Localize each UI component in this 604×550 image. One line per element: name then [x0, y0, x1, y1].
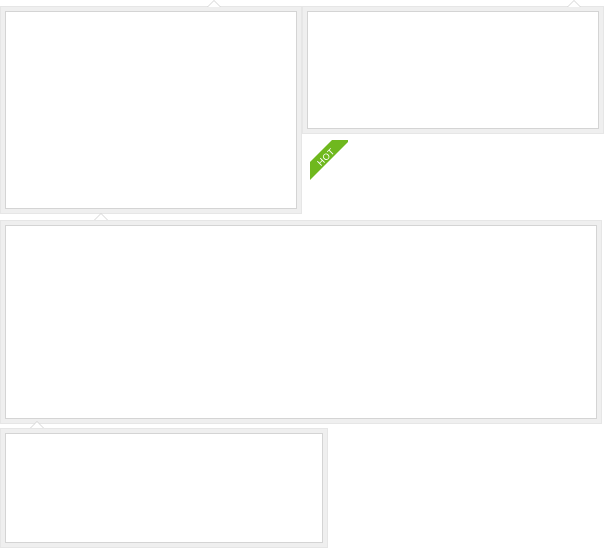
panel-wide	[0, 220, 602, 424]
panel-top-right	[302, 6, 604, 134]
panel-wide-content	[5, 225, 597, 419]
panel-top-right-pointer	[567, 0, 581, 7]
panel-top-right-content	[307, 11, 599, 129]
panel-bottom-left-content	[5, 433, 323, 543]
hot-badge: HOT	[310, 140, 350, 180]
panel-top-left	[0, 6, 302, 214]
hot-ribbon-shape	[310, 140, 348, 180]
panel-wide-pointer	[94, 213, 108, 220]
panel-bottom-left-pointer	[30, 421, 44, 428]
panel-bottom-left	[0, 428, 328, 548]
panel-top-left-pointer	[207, 0, 221, 7]
panel-top-left-content	[5, 11, 297, 209]
